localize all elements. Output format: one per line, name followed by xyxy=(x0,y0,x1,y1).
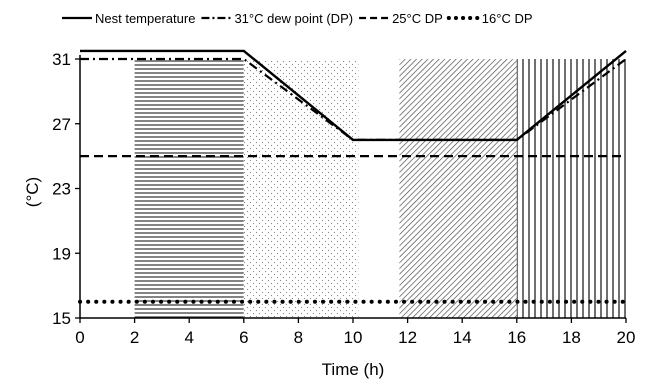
data-series xyxy=(78,49,628,304)
x-tick-label: 18 xyxy=(562,328,581,347)
x-tick-label: 12 xyxy=(398,328,417,347)
x-tick-label: 20 xyxy=(617,328,636,347)
shaded-region-vertical-lines xyxy=(516,59,626,318)
x-tick-label: 0 xyxy=(75,328,84,347)
y-tick-label: 19 xyxy=(52,244,71,263)
y-tick-label: 27 xyxy=(52,115,71,134)
y-tick-label: 23 xyxy=(52,180,71,199)
legend-label-1: 31°C dew point (DP) xyxy=(234,11,353,26)
legend-label-0: Nest temperature xyxy=(95,11,195,26)
shaded-regions xyxy=(134,59,626,318)
x-tick-label: 6 xyxy=(239,328,248,347)
y-tick-label: 15 xyxy=(52,309,71,328)
x-tick-label: 14 xyxy=(453,328,472,347)
shaded-region-diagonal-hatch xyxy=(399,59,517,318)
shaded-region-horizontal-lines xyxy=(134,59,244,318)
tick-labels: 0 2 4 6 8 10 12 14 16 18 20 15 19 23 27 31 xyxy=(52,50,635,347)
x-tick-label: 4 xyxy=(184,328,193,347)
axes xyxy=(75,55,627,323)
legend-label-3: 16°C DP xyxy=(482,11,533,26)
x-tick-label: 10 xyxy=(344,328,363,347)
y-tick-label: 31 xyxy=(52,50,71,69)
x-tick-label: 8 xyxy=(294,328,303,347)
y-axis-title: (°C) xyxy=(23,177,42,207)
legend: Nest temperature 31°C dew point (DP) 25°C … xyxy=(62,11,533,26)
legend-label-2: 25°C DP xyxy=(392,11,443,26)
series-line-1 xyxy=(80,57,627,141)
x-tick-label: 2 xyxy=(130,328,139,347)
x-axis-title: Time (h) xyxy=(322,360,385,379)
x-tick-label: 16 xyxy=(507,328,526,347)
